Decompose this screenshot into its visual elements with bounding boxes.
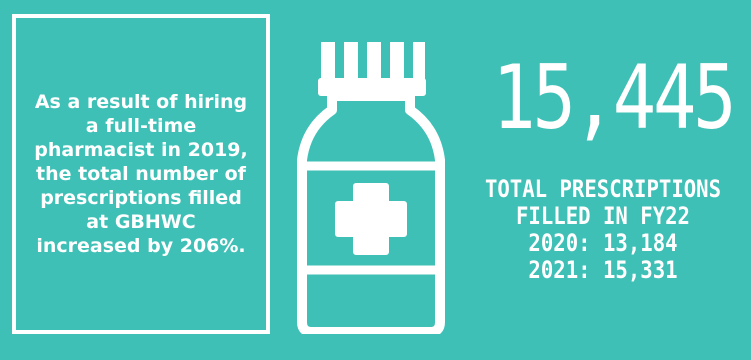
- prescriptions-total-value: 15,445: [492, 46, 736, 149]
- prescriptions-stat-labels: TOTAL PRESCRIPTIONS FILLED IN FY22 2020:…: [460, 176, 746, 284]
- stat-label-line1: TOTAL PRESCRIPTIONS: [484, 175, 722, 203]
- callout-box: As a result of hiring a full-time pharma…: [12, 14, 270, 334]
- medicine-bottle-icon: [297, 42, 445, 334]
- stat-label-line2: FILLED IN FY22: [516, 202, 690, 230]
- stat-year-2020: 2020: 13,184: [528, 229, 678, 257]
- stat-year-2021: 2021: 15,331: [528, 256, 678, 284]
- callout-text: As a result of hiring a full-time pharma…: [34, 91, 248, 257]
